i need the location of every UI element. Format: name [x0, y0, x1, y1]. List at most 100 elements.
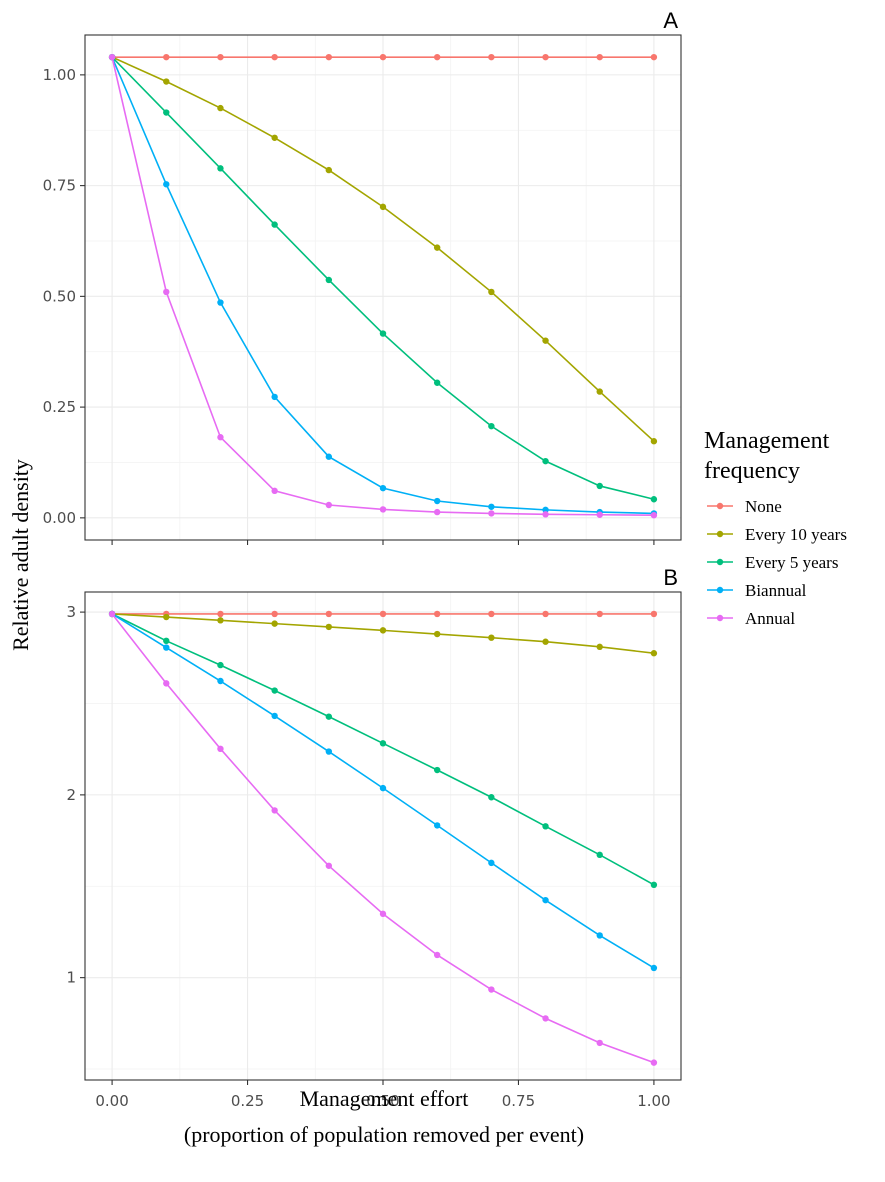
data-point [650, 1059, 658, 1066]
data-point [217, 745, 224, 753]
data-point [217, 104, 224, 112]
data-point [379, 610, 387, 618]
data-point [217, 677, 224, 685]
data-point [271, 712, 278, 720]
series-every-5-years [108, 610, 658, 888]
data-point [217, 610, 224, 618]
data-point [108, 610, 116, 618]
y-tick-label: 1.00 [43, 66, 76, 84]
data-point [433, 379, 441, 386]
data-point [488, 503, 495, 510]
data-point [217, 434, 224, 441]
y-tick-label: 0.50 [43, 287, 76, 305]
data-point [271, 620, 278, 627]
data-point [379, 53, 387, 61]
legend-key-point [716, 530, 724, 538]
legend-label: Annual [745, 609, 795, 628]
data-point [488, 634, 495, 641]
x-tick-label: 1.00 [637, 1092, 670, 1110]
series-none [108, 610, 658, 618]
legend-key-point [716, 558, 724, 566]
data-point [488, 794, 495, 801]
legend: Management frequency None Every 10 years E… [704, 428, 847, 628]
data-point [271, 221, 278, 228]
legend-entry: None [707, 497, 782, 516]
y-tick-label: 3 [66, 603, 76, 621]
data-point [433, 497, 441, 505]
y-axis-title: Relative adult density [8, 459, 33, 651]
data-point [217, 165, 224, 172]
legend-key-point [716, 586, 724, 594]
data-point [488, 422, 495, 430]
x-axis-title-line2: (proportion of population removed per ev… [184, 1122, 584, 1147]
data-point [542, 53, 549, 61]
data-point [271, 393, 278, 401]
panel-tag-a: A [663, 8, 678, 33]
data-point [650, 496, 658, 503]
data-point [325, 453, 333, 460]
panel-a: 0.00 0.25 0.50 0.75 1.00 A [43, 8, 682, 545]
data-point [163, 78, 170, 85]
data-point [325, 623, 333, 631]
data-point [163, 680, 170, 687]
data-point [542, 457, 549, 465]
data-point [217, 661, 224, 669]
data-point [325, 501, 333, 509]
x-tick-label: 0.50 [366, 1092, 399, 1110]
data-point [433, 766, 441, 774]
legend-label: None [745, 497, 782, 516]
data-point [325, 862, 333, 869]
legend-key-point [716, 502, 724, 510]
data-point [163, 109, 170, 116]
legend-entry: Every 5 years [707, 553, 838, 572]
data-point [488, 610, 495, 618]
legend-entry: Every 10 years [707, 525, 847, 544]
y-tick-label: 0.00 [43, 509, 76, 527]
legend-title-line2: frequency [704, 458, 800, 484]
data-point [542, 638, 549, 645]
data-point [379, 506, 387, 513]
data-point [650, 53, 658, 61]
legend-entry: Annual [707, 609, 795, 628]
data-point [325, 166, 333, 174]
x-tick-label: 0.25 [231, 1092, 264, 1110]
data-point [163, 53, 170, 61]
series-annual [108, 610, 658, 1066]
data-point [542, 823, 549, 830]
data-point [325, 53, 333, 61]
series-biannual [108, 610, 658, 972]
data-point [379, 740, 387, 747]
data-point [596, 388, 603, 395]
data-point [433, 610, 441, 618]
y-tick-label: 0.75 [43, 177, 76, 195]
legend-key-point [716, 614, 724, 622]
data-point [163, 613, 170, 621]
data-point [163, 181, 170, 188]
data-point [379, 784, 387, 792]
data-point [271, 807, 278, 814]
x-axis-title-line1: Management effort [300, 1086, 469, 1111]
data-point [650, 610, 658, 618]
data-point [596, 1039, 603, 1047]
data-point [433, 822, 441, 829]
y-tick-label: 2 [66, 786, 76, 804]
legend-label: Every 5 years [745, 553, 838, 572]
data-point [596, 511, 603, 518]
data-point [325, 713, 333, 720]
data-point [542, 1015, 549, 1022]
data-point [596, 851, 603, 859]
data-point [488, 53, 495, 61]
y-tick-label: 1 [66, 969, 76, 987]
data-point [379, 484, 387, 492]
data-point [379, 627, 387, 634]
data-point [108, 53, 116, 61]
data-point [379, 203, 387, 211]
panel-b: 1 2 3 0.00 0.25 0.50 0.75 1.00 B [66, 565, 682, 1110]
data-point [217, 299, 224, 306]
data-point [433, 951, 441, 959]
data-point [542, 337, 549, 344]
data-point [542, 511, 549, 518]
data-point [325, 276, 333, 284]
series-annual [108, 53, 658, 519]
